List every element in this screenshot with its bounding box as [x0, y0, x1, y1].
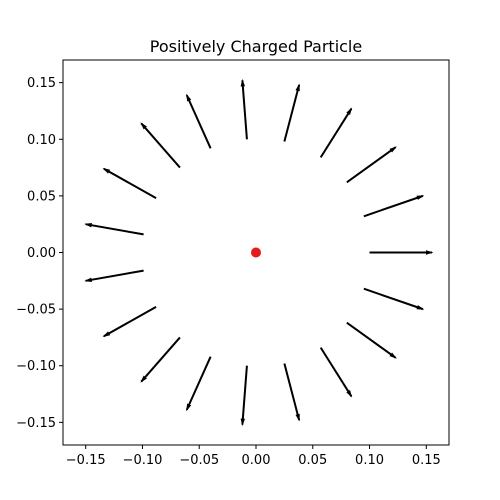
- field-arrow: [283, 363, 301, 422]
- field-arrow-head: [102, 331, 111, 338]
- y-tick-label: −0.05: [16, 303, 56, 318]
- field-arrow: [185, 356, 212, 412]
- y-tick-label: 0.15: [27, 76, 56, 91]
- field-arrow-shaft: [85, 223, 144, 236]
- field-arrow-head: [389, 352, 397, 359]
- field-arrow: [84, 269, 144, 282]
- field-arrow-head: [240, 78, 246, 87]
- field-arrow: [346, 321, 397, 359]
- x-tick-label: −0.10: [123, 453, 163, 468]
- field-arrow-shaft: [185, 94, 212, 149]
- field-arrow: [102, 167, 157, 200]
- field-arrow: [140, 122, 181, 169]
- field-arrow-shaft: [363, 287, 424, 311]
- field-arrow: [346, 146, 397, 184]
- field-arrows: [84, 78, 434, 427]
- axis-ticks: −0.15 −0.10 −0.05 0.00 0.05 0.10 0.15 −0.15 −0.1…: [16, 76, 441, 468]
- x-tick-label: −0.15: [66, 453, 106, 468]
- y-tick-label: 0.05: [27, 189, 56, 204]
- field-arrow: [283, 83, 301, 142]
- field-arrow-head: [186, 403, 192, 412]
- field-arrow-head: [389, 146, 397, 153]
- x-tick-label: 0.05: [298, 453, 327, 468]
- x-tick-label: 0.10: [355, 453, 384, 468]
- y-tick-label: −0.10: [16, 359, 56, 374]
- field-arrow-shaft: [346, 146, 397, 184]
- field-arrow-shaft: [241, 365, 248, 425]
- field-arrow: [240, 78, 248, 140]
- field-arrow-head: [140, 122, 147, 130]
- field-arrow-shaft: [319, 108, 353, 158]
- field-arrow-head: [346, 107, 353, 115]
- field-arrow: [102, 305, 157, 338]
- field-arrow: [84, 223, 144, 236]
- field-arrow-head: [102, 167, 111, 174]
- x-tick-label: 0.15: [412, 453, 441, 468]
- y-tick-label: 0.00: [27, 246, 56, 261]
- field-arrow-shaft: [346, 321, 397, 359]
- plot-frame: [62, 59, 450, 446]
- field-arrow-head: [240, 418, 246, 427]
- charge-layer: [251, 247, 261, 258]
- field-arrow-shaft: [103, 167, 157, 200]
- field-arrow-shaft: [283, 363, 301, 421]
- positive-charge-marker: [251, 247, 261, 258]
- field-arrow-head: [140, 375, 147, 383]
- y-tick-label: −0.15: [16, 416, 56, 431]
- field-arrow: [363, 287, 425, 311]
- field-arrow-shaft: [140, 122, 181, 169]
- field-arrow: [185, 93, 212, 149]
- field-arrow: [240, 365, 248, 427]
- field-arrow-shaft: [85, 269, 144, 282]
- field-arrow-head: [416, 305, 425, 310]
- chart-title: Positively Charged Particle: [150, 37, 362, 56]
- field-arrow-head: [416, 195, 425, 200]
- field-arrow: [363, 194, 425, 218]
- field-arrow-shaft: [103, 305, 157, 338]
- field-arrow-shaft: [241, 80, 248, 140]
- field-arrow-shaft: [283, 84, 301, 142]
- x-tick-label: −0.05: [179, 453, 219, 468]
- field-arrow-shaft: [140, 336, 181, 383]
- field-arrow-shaft: [319, 347, 353, 397]
- field-arrow-head: [295, 83, 300, 92]
- field-arrow: [369, 250, 434, 255]
- x-tick-label: 0.00: [242, 453, 271, 468]
- y-tick-label: 0.10: [27, 133, 56, 148]
- field-arrow: [140, 336, 181, 383]
- field-arrow-head: [84, 277, 92, 282]
- field-arrow-head: [186, 93, 192, 102]
- field-arrow: [319, 107, 353, 158]
- field-arrow-head: [346, 390, 353, 398]
- field-arrow-shaft: [363, 194, 424, 218]
- field-arrow-head: [295, 413, 300, 422]
- field-arrow-head: [425, 250, 434, 255]
- field-arrow-head: [84, 223, 92, 228]
- field-arrow-shaft: [185, 356, 212, 411]
- field-arrow: [319, 347, 353, 398]
